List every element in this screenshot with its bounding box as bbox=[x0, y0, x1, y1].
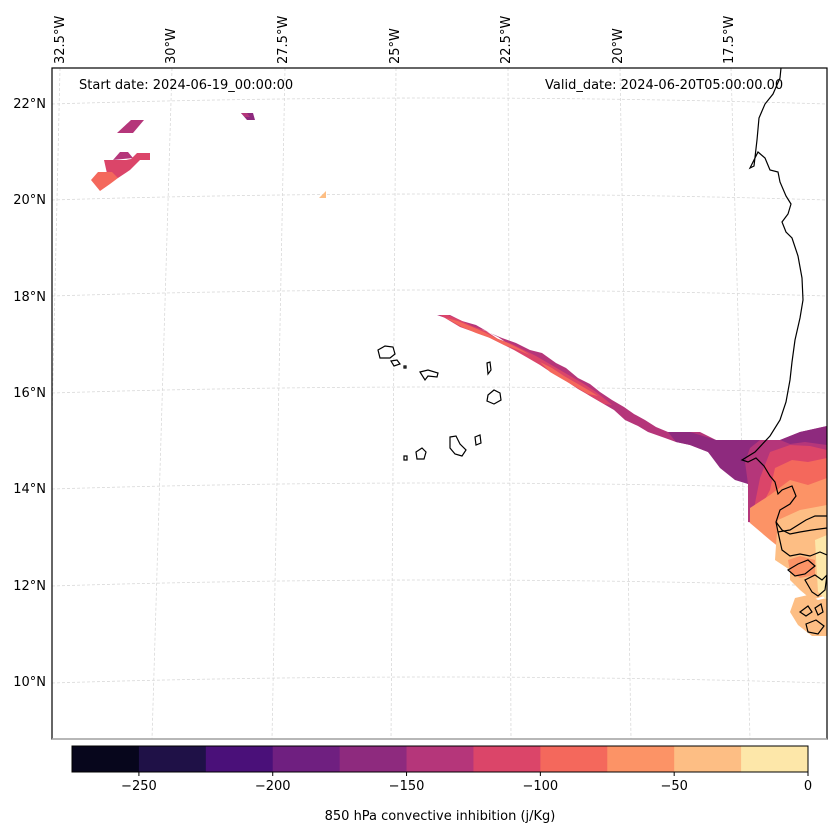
colorbar-segment bbox=[339, 746, 408, 772]
coastline-guinea bbox=[804, 574, 827, 597]
coastline-africa bbox=[740, 68, 827, 533]
lat-tick-label: 18°N bbox=[13, 290, 46, 305]
colorbar-segment bbox=[741, 746, 809, 772]
contour-band-core bbox=[540, 362, 598, 396]
contour-patch bbox=[104, 153, 150, 178]
contour-band-core bbox=[446, 318, 530, 355]
lon-tick-label: 32.5°W bbox=[53, 15, 68, 64]
lon-tick-label: 27.5°W bbox=[276, 15, 291, 64]
island-santiago bbox=[449, 435, 467, 457]
start-date-annotation: Start date: 2024-06-19_00:00:00 bbox=[79, 78, 294, 93]
contour-patch bbox=[91, 172, 118, 191]
coastlines bbox=[377, 68, 827, 635]
lon-tick-label: 22.5°W bbox=[499, 15, 514, 64]
island-boa-vista bbox=[486, 389, 502, 405]
colorbar-tick-label: −100 bbox=[522, 779, 559, 794]
colorbar-segment bbox=[72, 746, 140, 772]
coastline-bijagos bbox=[814, 603, 824, 616]
lat-tick-label: 22°N bbox=[13, 97, 46, 112]
island-maio bbox=[474, 434, 482, 446]
lat-tick-label: 16°N bbox=[13, 386, 46, 401]
gridline-lat-18n bbox=[52, 289, 827, 297]
contour-dark-core bbox=[668, 432, 760, 484]
gridline-lat-10n bbox=[52, 676, 827, 684]
contour-coast-light bbox=[775, 505, 827, 600]
contour-coast-south bbox=[790, 595, 827, 636]
colorbar-segment bbox=[540, 746, 608, 772]
colorbar-title: 850 hPa convective inhibition (j/Kg) bbox=[324, 809, 556, 824]
map-frame bbox=[51, 67, 828, 740]
gridline-lat-22n bbox=[52, 97, 827, 105]
lat-tick-label: 20°N bbox=[13, 193, 46, 208]
contour-dark-core bbox=[780, 426, 827, 445]
gridlines bbox=[52, 68, 827, 739]
colorbar bbox=[71, 745, 809, 776]
gridline-lon-17-5w bbox=[730, 68, 751, 739]
contour-patch bbox=[113, 152, 133, 160]
island-santa-luzia bbox=[403, 365, 407, 369]
lat-tick-label: 12°N bbox=[13, 579, 46, 594]
colorbar-tick-label: −200 bbox=[254, 779, 291, 794]
valid-date-annotation: Valid_date: 2024-06-20T05:00:00.00 bbox=[545, 78, 784, 93]
contour-coast-yellow bbox=[815, 535, 827, 600]
colorbar-tick-label: −150 bbox=[388, 779, 425, 794]
gridline-lon-27-5w bbox=[271, 68, 286, 739]
contour-patch bbox=[241, 113, 250, 117]
colorbar-segment bbox=[272, 746, 341, 772]
coastline-gambia bbox=[775, 521, 827, 535]
colorbar-frame bbox=[71, 745, 809, 773]
coastline-bijagos bbox=[805, 619, 825, 635]
gridline-lon-32-5w bbox=[52, 68, 61, 421]
gridline-lat-16n bbox=[52, 386, 827, 394]
island-fogo bbox=[415, 447, 427, 460]
lon-tick-label: 25°W bbox=[388, 28, 403, 64]
island-sal bbox=[486, 361, 492, 376]
island-sao-nicolau bbox=[419, 369, 439, 382]
gridline-lon-25w bbox=[390, 68, 397, 739]
contour-patch bbox=[117, 120, 144, 133]
gridline-lat-14n bbox=[52, 482, 827, 490]
gridline-lat-12n bbox=[52, 579, 827, 587]
colorbar-tick-label: −50 bbox=[660, 779, 688, 794]
colorbar-segment bbox=[205, 746, 274, 772]
colorbar-tick-label: −250 bbox=[121, 779, 157, 794]
gridline-lat-20n bbox=[52, 193, 827, 201]
coastline-bijagos bbox=[798, 605, 813, 617]
lon-tick-label: 17.5°W bbox=[722, 15, 737, 64]
colorbar-segment bbox=[406, 746, 474, 772]
lat-tick-label: 10°N bbox=[13, 675, 46, 690]
lon-tick-label: 30°W bbox=[164, 28, 179, 64]
contour-coast-south-mid bbox=[788, 556, 815, 578]
contour-patch bbox=[319, 191, 326, 198]
gridline-lon-20w bbox=[619, 68, 632, 739]
colorbar-segment bbox=[138, 746, 207, 772]
lon-tick-label: 20°W bbox=[611, 28, 626, 64]
coastline-guinea-bissau-islands bbox=[786, 559, 816, 577]
gridline-lon-22-5w bbox=[507, 68, 512, 739]
colorbar-segment bbox=[473, 746, 541, 772]
island-santo-antao bbox=[377, 345, 396, 359]
lat-tick-label: 14°N bbox=[13, 482, 46, 497]
cin-contours bbox=[91, 113, 827, 636]
colorbar-tick-label: 0 bbox=[803, 779, 813, 794]
gridline-lon-30w bbox=[151, 68, 173, 739]
island-sao-vicente bbox=[390, 359, 401, 367]
colorbar-segment bbox=[674, 746, 742, 772]
colorbar-segment bbox=[607, 746, 675, 772]
island-brava bbox=[403, 455, 408, 461]
coastline-guinea-bissau bbox=[777, 531, 827, 557]
